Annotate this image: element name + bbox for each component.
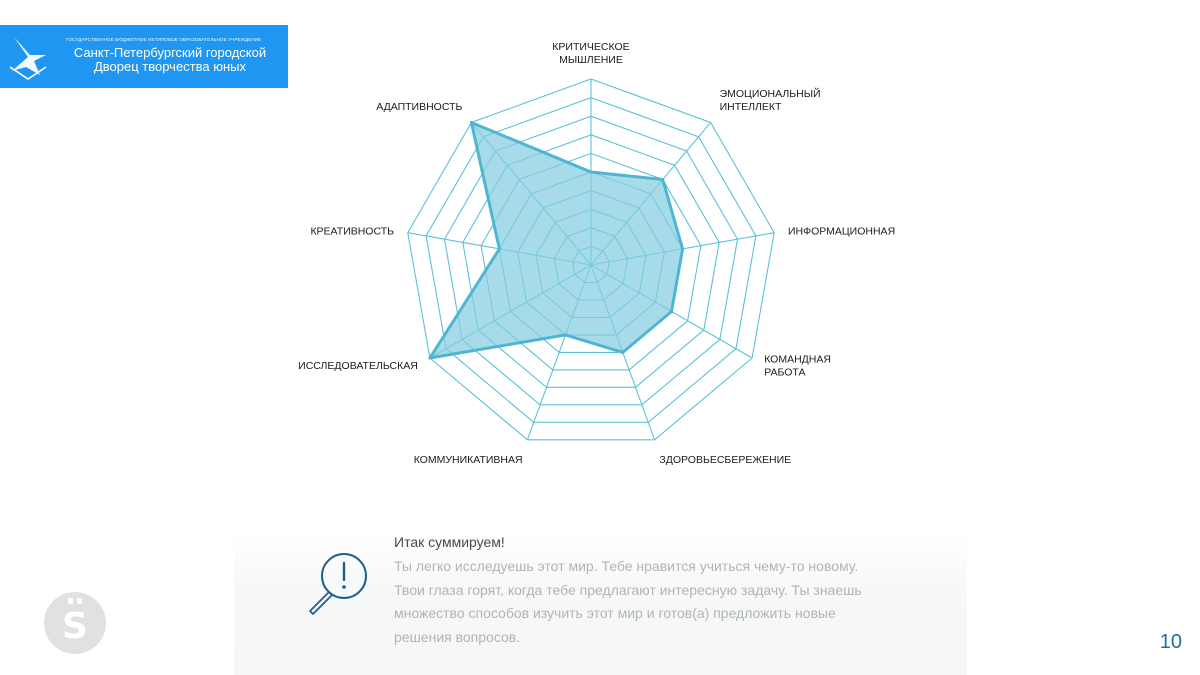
series-point (681, 247, 685, 251)
axis-label: ИССЛЕДОВАТЕЛЬСКАЯ (298, 360, 418, 372)
summary-title: Итак суммируем! (394, 534, 505, 550)
organization-logo: ГОСУДАРСТВЕННОЕ БЮДЖЕТНОЕ НЕТИПОВОЕ ОБРА… (0, 25, 288, 88)
s-umlaut-logo-icon: S (44, 592, 106, 654)
series-point (428, 356, 432, 360)
axis-label: РАБОТА (764, 367, 805, 379)
axis-label: КРЕАТИВНОСТЬ (310, 225, 394, 237)
axis-label: ИНФОРМАЦИОННАЯ (788, 225, 895, 237)
series-point (564, 333, 568, 337)
logo-small-caption: ГОСУДАРСТВЕННОЕ БЮДЖЕТНОЕ НЕТИПОВОЕ ОБРА… (66, 37, 262, 42)
series-point (621, 350, 625, 354)
grid-ring (462, 134, 720, 388)
summary-line: решения вопросов. (394, 628, 521, 645)
grid-ring (407, 78, 775, 441)
axis-label: МЫШЛЕНИЕ (559, 54, 623, 66)
radar-series (428, 121, 685, 360)
series-point (661, 178, 665, 181)
grid-ring (443, 115, 739, 406)
axis-label: КОМАНДНАЯ (764, 354, 831, 366)
series-area (428, 121, 685, 360)
series-point (670, 310, 673, 313)
axis-label: ИНТЕЛЛЕКТ (720, 101, 782, 113)
summary-line: Ты легко исследуешь этот мир. Тебе нрави… (394, 558, 859, 574)
bird-emblem-icon (9, 37, 47, 80)
axis-label: КОММУНИКАТИВНАЯ (414, 454, 523, 466)
logo-title-line2: Дворец творчества юных (93, 59, 247, 74)
axis-label: ЭМОЦИОНАЛЬНЫЙ (720, 87, 821, 100)
logo-title-line1: Санкт-Петербургский городской (73, 45, 267, 60)
summary-line: Твои глаза горят, когда тебе предлагают … (394, 581, 862, 598)
umlaut-dots (68, 598, 82, 604)
series-point (469, 121, 473, 124)
series-point (497, 247, 501, 251)
summary-text: Ты легко исследуешь этот мир. Тебе нрави… (394, 555, 914, 649)
exclamation-magnifier-icon (309, 553, 367, 615)
badge-letter: S (62, 606, 88, 647)
summary-line: множество способов изучить этот мир и го… (394, 605, 836, 621)
series-point (589, 170, 593, 174)
axis-label: КРИТИЧЕСКОЕ (552, 41, 629, 53)
axis-label: ЗДОРОВЬЕСБЕРЕЖЕНИЕ (659, 454, 791, 466)
grid-ring (425, 97, 757, 423)
axis-label: АДАПТИВНОСТЬ (376, 101, 462, 113)
page-number: 10 (1159, 631, 1182, 653)
